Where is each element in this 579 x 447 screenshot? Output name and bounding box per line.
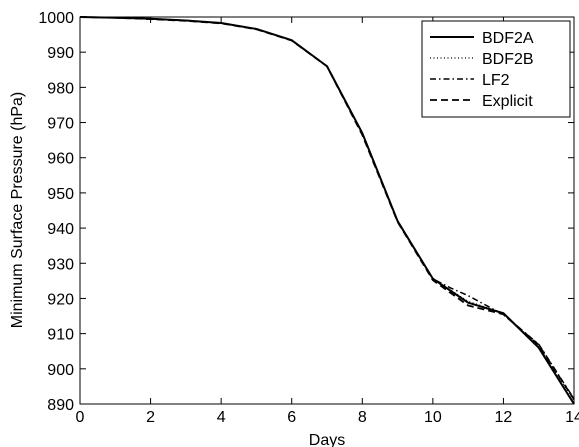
x-axis-label: Days [309, 432, 345, 447]
y-tick-label: 900 [47, 362, 74, 379]
legend-box [421, 20, 571, 118]
series-line-lf2 [79, 16, 575, 400]
y-tick-label: 1000 [38, 10, 74, 27]
plot-frame [79, 16, 575, 405]
x-tick-label: 0 [76, 409, 85, 426]
legend-label-lf2: LF2 [482, 72, 510, 89]
y-axis-label: Minimum Surface Pressure (hPa) [9, 92, 26, 329]
axis-ticks: 0 2 4 6 8 10 12 14 890 900 910 920 930 940 950 960 970 98… [38, 10, 579, 426]
series-lines [79, 16, 575, 405]
x-tick-label: 14 [565, 409, 579, 426]
x-tick-label: 8 [358, 409, 367, 426]
series-line-explicit [79, 16, 575, 400]
legend-label-bdf2b: BDF2B [482, 51, 534, 68]
x-tick-label: 2 [146, 409, 155, 426]
y-tick-label: 970 [47, 116, 74, 133]
legend-label-explicit: Explicit [482, 93, 533, 110]
y-tick-label: 990 [47, 45, 74, 62]
y-tick-label: 920 [47, 291, 74, 308]
y-tick-label: 950 [47, 186, 74, 203]
legend: BDF2A BDF2B LF2 Explicit [421, 20, 571, 118]
y-tick-label: 960 [47, 151, 74, 168]
y-tick-label: 890 [47, 397, 74, 414]
x-tick-label: 12 [495, 409, 513, 426]
y-tick-label: 940 [47, 221, 74, 238]
legend-label-bdf2a: BDF2A [482, 30, 534, 47]
x-tick-label: 10 [424, 409, 442, 426]
y-tick-label: 910 [47, 327, 74, 344]
y-tick-label: 980 [47, 80, 74, 97]
x-tick-label: 6 [287, 409, 296, 426]
y-tick-label: 930 [47, 256, 74, 273]
x-tick-label: 4 [217, 409, 226, 426]
